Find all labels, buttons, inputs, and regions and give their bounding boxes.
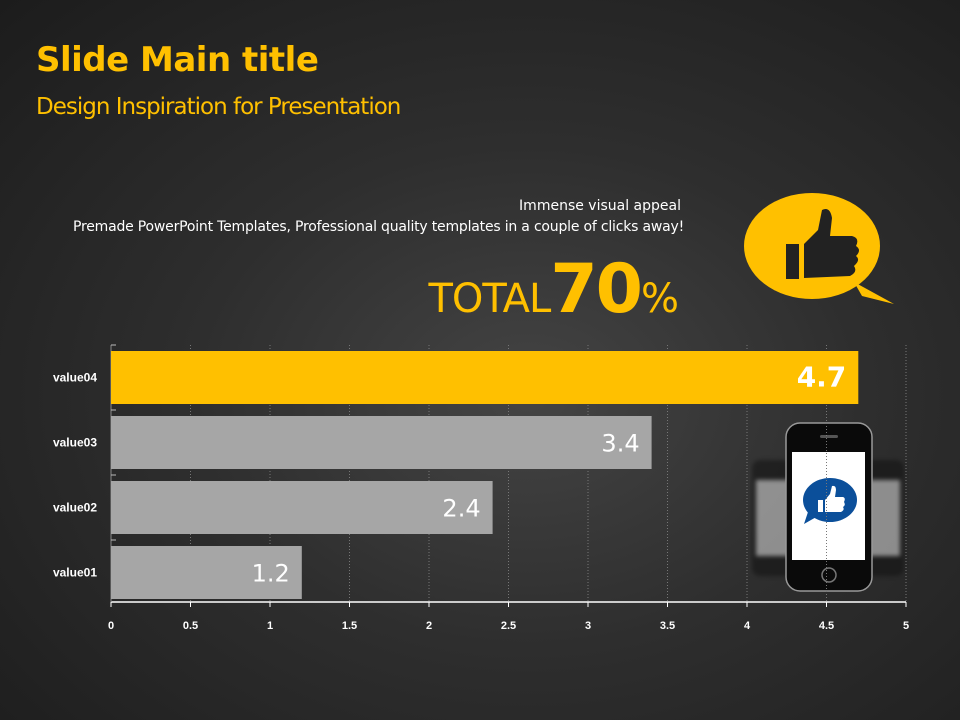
- y-category-label: value01: [53, 566, 97, 580]
- thumbs-up-bubble-icon: [744, 193, 894, 304]
- bar-value-label: 4.7: [797, 361, 847, 394]
- x-tick-label: 4.5: [819, 620, 834, 632]
- tagline-text: Premade PowerPoint Templates, Profession…: [72, 219, 684, 235]
- bar-value01: [111, 546, 302, 599]
- slide-subtitle: Design Inspiration for Presentation: [36, 94, 401, 120]
- x-tick-label: 3: [585, 620, 591, 632]
- y-category-label: value04: [53, 371, 97, 385]
- total-number: 70: [550, 250, 643, 329]
- y-category-label: value02: [53, 501, 97, 515]
- total-figure: TOTAL70%: [428, 250, 679, 329]
- x-tick-label: 0.5: [183, 620, 198, 632]
- x-tick-label: 1.5: [342, 620, 357, 632]
- x-tick-label: 5: [903, 620, 909, 632]
- y-category-label: value03: [53, 436, 97, 450]
- bar-value-label: 1.2: [252, 560, 290, 588]
- x-tick-label: 2.5: [501, 620, 516, 632]
- smartphone-icon: [752, 422, 904, 592]
- x-tick-label: 2: [426, 620, 432, 632]
- bar-value-label: 2.4: [442, 495, 480, 523]
- bar-value03: [111, 416, 652, 469]
- bar-value04: [111, 351, 859, 404]
- tagline-heading: Immense visual appeal: [519, 198, 681, 214]
- total-word: TOTAL: [428, 276, 551, 322]
- x-tick-label: 4: [744, 620, 751, 632]
- x-tick-label: 3.5: [660, 620, 675, 632]
- bar-value02: [111, 481, 493, 534]
- slide-title: Slide Main title: [36, 40, 319, 80]
- total-percent: %: [640, 276, 679, 322]
- bar-value-label: 3.4: [601, 430, 639, 458]
- x-tick-label: 0: [108, 620, 114, 632]
- x-tick-label: 1: [267, 620, 273, 632]
